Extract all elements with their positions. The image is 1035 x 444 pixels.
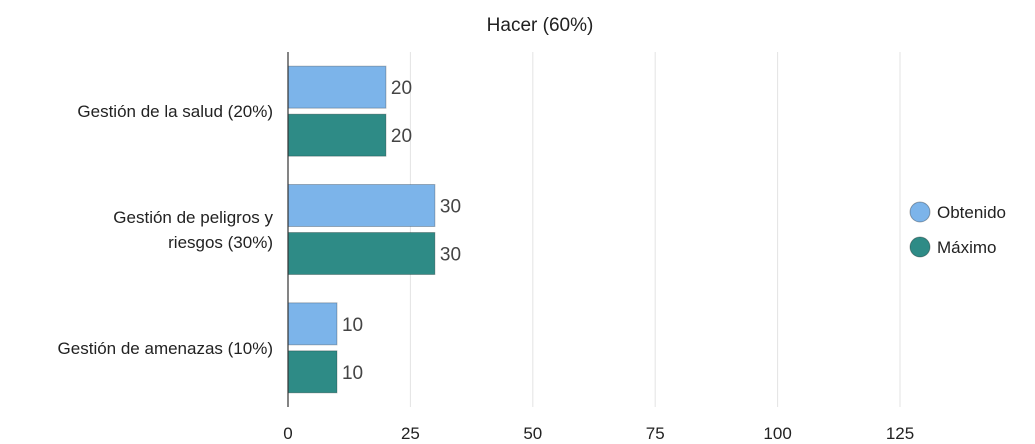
x-tick-label: 75 [646,424,665,443]
legend-label: Máximo [937,238,997,257]
bar [287,302,338,346]
data-label: 10 [342,315,363,336]
category-label-line: Gestión de peligros y [113,208,273,227]
axes: 0 25 50 75 100 125 Gestión de la salud (20%) Ge… [58,52,914,443]
x-tick-label: 50 [523,424,542,443]
bar [287,184,436,227]
data-label: 20 [391,126,412,147]
gridlines [409,52,901,407]
x-tick-label: 100 [763,424,791,443]
chart-title: Hacer (60%) [487,15,594,36]
category-label-line: riesgos (30%) [168,233,273,252]
data-label: 30 [440,245,461,266]
x-tick-label: 125 [886,424,914,443]
category-label-line: Gestión de amenazas (10%) [58,339,273,358]
data-label: 10 [342,363,363,384]
x-tick-label: 0 [283,424,292,443]
legend: Obtenido Máximo [909,201,1006,258]
bar [287,350,338,394]
legend-swatch [909,201,931,223]
data-label: 30 [440,197,461,218]
bars [287,65,436,394]
category-label: Gestión de la salud (20%) [77,102,273,121]
legend-swatch [909,236,931,258]
category-label: Gestión de amenazas (10%) [58,339,273,358]
data-label: 20 [391,78,412,99]
legend-label: Obtenido [937,203,1006,222]
bar [287,65,387,109]
category-label-line: Gestión de la salud (20%) [77,102,273,121]
data-labels: 20 20 30 30 10 10 [342,78,461,384]
bar [287,232,436,275]
category-label: Gestión de peligros y riesgos (30%) [113,208,273,252]
bar [287,113,387,157]
x-tick-label: 25 [401,424,420,443]
